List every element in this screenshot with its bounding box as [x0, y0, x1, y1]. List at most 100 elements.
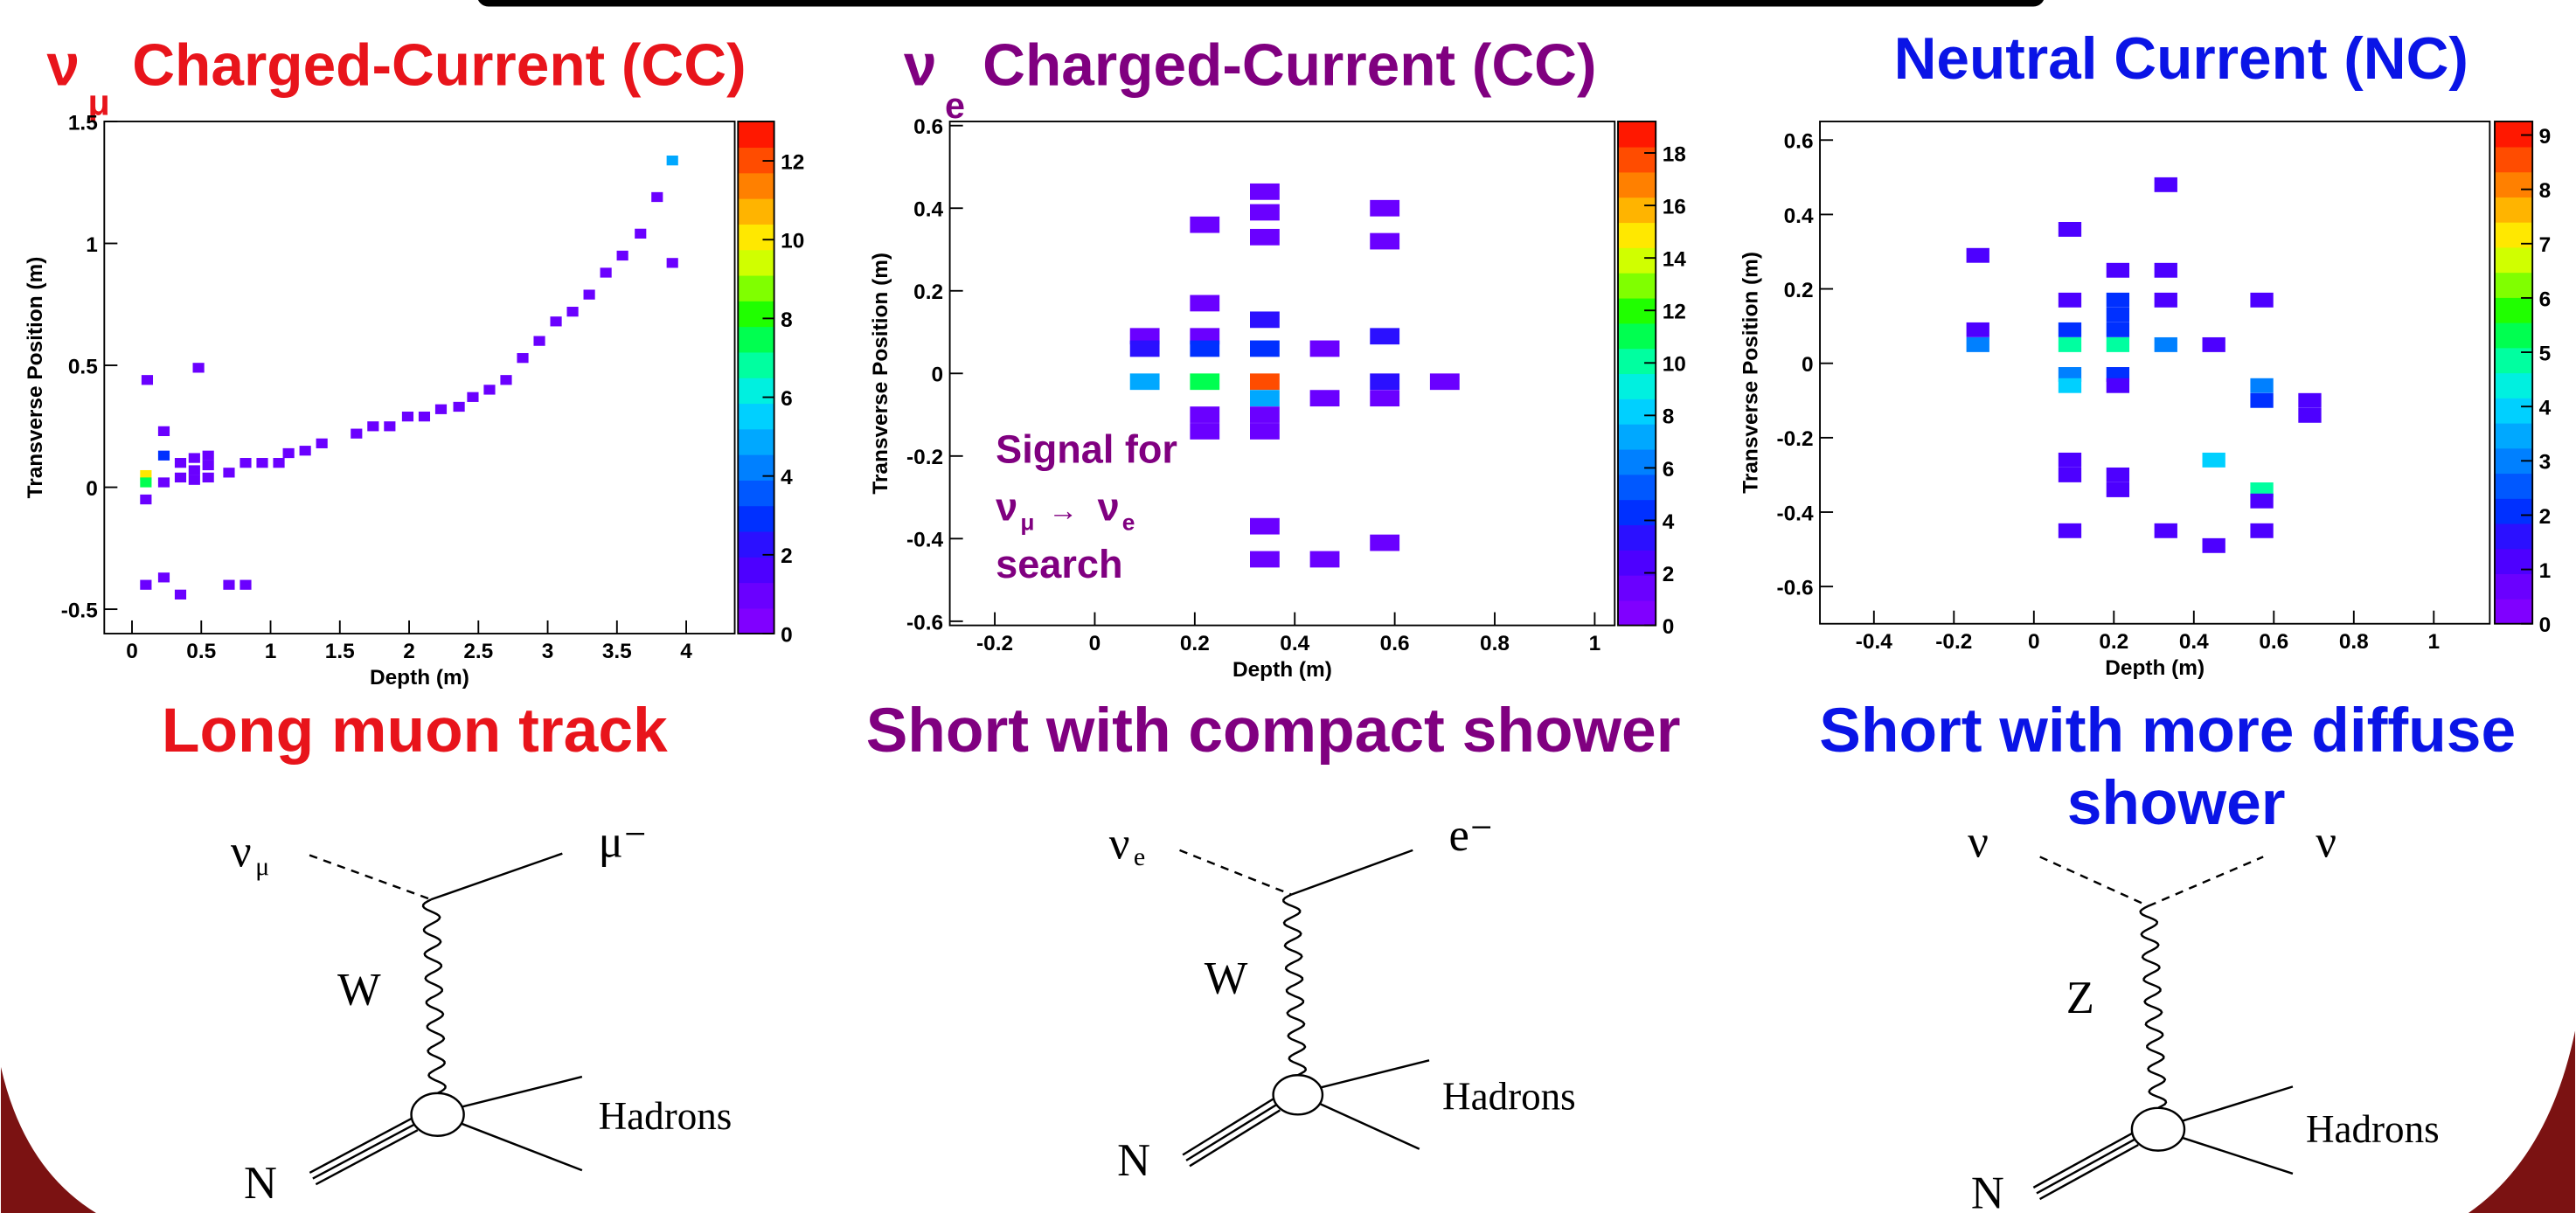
heatmap-cell: [1250, 204, 1280, 221]
heatmap-cell: [1190, 328, 1220, 345]
colorbar-band: [1618, 423, 1656, 450]
x-tick-label: -0.4: [1856, 630, 1892, 654]
boson-line: [1281, 893, 1308, 1077]
hadron-line: [1310, 1099, 1420, 1150]
x-tick-label: 1: [2428, 630, 2441, 654]
heatmap-cell: [566, 307, 579, 317]
colorbar-band: [2494, 347, 2533, 374]
heatmap-cell: [401, 412, 414, 422]
boson-line: [2139, 905, 2168, 1109]
plot-area: [948, 121, 1616, 627]
colorbar-band: [2494, 322, 2533, 349]
colorbar-band: [738, 403, 774, 430]
colorbar-band: [738, 326, 774, 353]
colorbar-tick-label: 0: [1663, 615, 1675, 639]
colorbar-band: [738, 607, 774, 634]
heatmap-cell: [1370, 534, 1400, 551]
heatmap-cell: [2058, 221, 2082, 237]
colorbar-band: [1618, 499, 1656, 526]
heatmap-cell: [1190, 373, 1220, 391]
heatmap-cell: [299, 446, 311, 456]
heatmap-cell: [2058, 292, 2082, 308]
heatmap-cell: [1250, 517, 1280, 535]
incoming-label: ν: [231, 827, 252, 877]
heatmap-cell: [1129, 373, 1160, 391]
x-tick-label: 3.5: [602, 640, 632, 663]
heatmap-cell: [2154, 177, 2177, 192]
heatmap-cell: [1370, 390, 1400, 407]
heatmap-cell: [2154, 523, 2177, 538]
caption: Long muon track: [162, 696, 668, 766]
heatmap-cell: [2106, 378, 2130, 393]
outgoing-line: [430, 852, 563, 901]
heatmap-cell: [157, 477, 170, 488]
annotation: Signal for: [996, 427, 1177, 472]
annotation: →: [1048, 494, 1078, 527]
target-label: N: [1971, 1168, 2004, 1213]
colorbar-tick-label: 4: [781, 466, 793, 489]
colorbar-tick-label: 0: [781, 623, 793, 647]
heatmap-cell: [174, 472, 187, 483]
colorbar-band: [2494, 598, 2533, 625]
outgoing-label: μ⁻: [599, 816, 648, 867]
heatmap-cell: [140, 469, 152, 481]
heatmap-cell: [1129, 328, 1160, 345]
hadron-line: [450, 1118, 583, 1172]
annotation: e: [1122, 509, 1135, 536]
y-tick-label: 0.2: [1784, 279, 1814, 302]
hadron-line: [2170, 1133, 2294, 1175]
colorbar-frame: [737, 121, 775, 634]
y-tick-label: 0.6: [1784, 130, 1814, 154]
colorbar-tick-label: 1: [2539, 559, 2552, 583]
y-tick-label: -0.2: [1776, 427, 1813, 451]
outgoing-line: [2148, 856, 2264, 907]
colorbar-band: [738, 274, 774, 302]
interaction-blob: [410, 1092, 465, 1137]
heatmap-cell: [1250, 423, 1280, 440]
heatmap-cell: [316, 438, 328, 448]
products-label: Hadrons: [1442, 1075, 1576, 1119]
colorbar-tick-label: 5: [2539, 342, 2552, 365]
heatmap-cell: [202, 450, 214, 461]
colorbar-band: [738, 377, 774, 405]
heatmap-cell: [1966, 322, 1989, 337]
heatmap-cell: [2298, 392, 2322, 408]
y-tick-label: -0.5: [61, 599, 98, 622]
top-bar: [477, 0, 2045, 7]
target-label: N: [1117, 1135, 1150, 1186]
heatmap-cell: [351, 428, 363, 439]
colorbar-band: [1618, 474, 1656, 501]
colorbar-band: [2494, 297, 2533, 323]
target-label: N: [244, 1158, 277, 1209]
colorbar-band: [2494, 372, 2533, 399]
x-axis-label: Depth (m): [370, 666, 469, 690]
caption: Short with more diffuse shower: [1819, 696, 2533, 838]
boson-label: W: [337, 964, 381, 1015]
colorbar-band: [1618, 574, 1656, 601]
colorbar-band: [2494, 573, 2533, 600]
y-tick-label: 0.6: [913, 115, 943, 139]
colorbar-band: [738, 224, 774, 251]
caption-line: Short with more diffuse: [1819, 696, 2533, 766]
heatmap-cell: [256, 458, 268, 468]
heatmap-cell: [1309, 340, 1340, 357]
colorbar-band: [1618, 222, 1656, 248]
heatmap-cell: [1370, 232, 1400, 250]
y-tick-label: -0.2: [906, 446, 943, 469]
nucleon-line: [312, 1123, 415, 1180]
colorbar-tick-label: 6: [781, 387, 793, 411]
heatmap-cell: [2202, 452, 2225, 468]
nucleon-line: [1185, 1103, 1277, 1161]
outgoing-label: ν: [2316, 816, 2336, 867]
colorbar-tick-label: 2: [1663, 563, 1675, 586]
colorbar-band: [2494, 272, 2533, 298]
colorbar-band: [2494, 548, 2533, 574]
heatmap-cell: [2202, 336, 2225, 352]
heatmap-cell: [192, 363, 205, 373]
colorbar-tick-label: 10: [1663, 353, 1686, 377]
incoming-line: [1179, 849, 1292, 896]
heatmap-cell: [202, 472, 214, 483]
y-axis-label: Transverse Position (m): [1739, 252, 1763, 494]
y-tick-label: -0.6: [1776, 577, 1813, 600]
